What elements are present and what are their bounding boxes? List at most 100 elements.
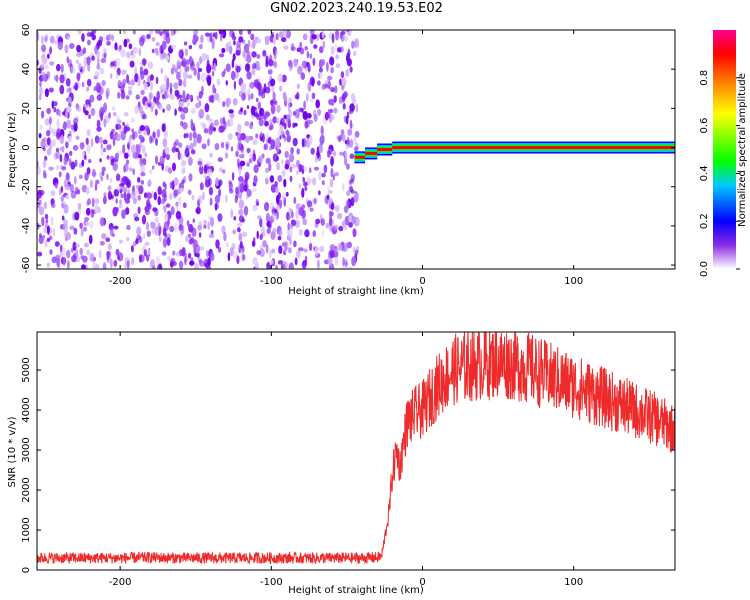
spectrogram-cell [157,186,162,196]
spectrogram-cell [250,33,255,41]
spectrogram-cell [346,58,352,67]
spectrogram-cell [61,202,65,209]
spectrogram-cell [51,100,55,109]
spectrogram-cell [129,60,135,68]
spectrogram-cell [153,191,157,201]
spectrogram-cell [353,146,359,152]
spectrogram-cell [334,256,339,266]
spectrogram-cell [235,150,239,157]
spectrogram-cell [268,126,273,131]
spectrogram-cell [187,94,193,100]
spectrogram-cell [125,159,130,165]
spectrogram-cell [193,138,197,147]
spectrogram-cell [290,163,297,169]
spectrogram-cell [244,178,248,187]
spectrogram-cell [238,199,245,210]
spectrogram-cell [62,111,66,116]
spectrogram-cell [144,205,149,213]
spectrogram-cell [334,85,338,94]
spectrogram-cell [89,220,94,229]
spectrogram-cell [300,72,306,80]
spectrogram-cell [107,243,112,250]
spectrogram-cell [89,31,95,37]
spectrogram-cell [140,171,146,177]
spectrogram-cell [96,85,102,94]
spectrogram-cell [327,184,330,195]
spectrogram-cell [243,184,248,192]
spectrogram-cell [279,124,284,132]
spectrogram-cell [110,159,114,166]
spectrogram-cell [264,120,269,127]
spectrogram-cell [330,167,334,178]
spectrogram-cell [160,199,163,205]
spectrogram-cell [65,78,71,87]
spectrogram-cell [237,222,243,227]
spectrogram-cell [100,148,104,157]
spectrogram-cell [41,56,48,65]
spectrogram-cell [332,174,335,181]
spectrogram-cell [216,97,221,103]
spectrogram-cell [199,246,205,251]
spectrogram-cell [237,158,240,168]
spectrogram-cell [90,208,95,218]
spectrogram-cell [143,130,147,136]
spectrogram-cell [258,155,263,163]
spectrogram-cell [162,181,166,188]
spectrogram-cell [68,96,72,104]
spectrogram-cell [253,112,259,118]
spectrogram-cell [114,42,118,51]
spectrogram-cell [91,110,96,115]
spectrogram-cell [115,198,118,204]
spectrogram-cell [303,138,307,148]
spectrogram-cell [85,207,91,216]
spectrogram-cell [68,135,72,143]
spectrogram-cell [198,232,202,238]
spectrogram-cell [330,46,335,55]
spectrogram-cell [173,189,179,197]
spectrogram-cell [306,51,310,59]
spectrogram-cell [321,172,326,178]
spectrogram-cell [208,186,213,196]
spectrogram-cell [204,103,210,113]
spectrogram-cell [73,227,78,235]
spectrogram-xtick-label: 0 [419,276,425,287]
spectrogram-cell [166,153,170,161]
spectrogram-cell [182,106,189,114]
spectrogram-cell [187,233,192,238]
spectrogram-cell [122,30,127,35]
spectrogram-cell [317,108,321,116]
spectrogram-cell [119,199,122,205]
spectrogram-cell [342,103,346,110]
spectrogram-cell [299,47,305,55]
spectrogram-cell [198,259,203,264]
spectrogram-cell [59,244,63,253]
spectrogram-cell [100,176,104,182]
spectrogram-cell [248,94,251,101]
spectrogram-cell [248,158,253,164]
colorbar-tick-label: 0.2 [699,213,710,229]
spectrogram-cell [233,40,236,46]
spectrogram-cell [307,113,312,119]
spectrogram-cell [116,255,121,261]
spectrogram-cell [326,61,329,72]
spectrogram-cell [103,195,107,205]
spectrogram-cell [122,78,127,86]
spectrogram-cell [159,31,163,36]
spectrogram-xtick-label: -200 [109,276,132,287]
spectrogram-cell [316,33,320,42]
spectrogram-cell [157,263,163,269]
spectrogram-cell [175,147,179,153]
spectrogram-cell [172,162,176,172]
spectrogram-cell [223,231,227,242]
spectrogram-cell [124,125,128,133]
spectrogram-cell [296,83,301,89]
spectrogram-cell [111,128,115,133]
spectrogram-cell [281,74,287,83]
spectrogram-cell [88,114,92,120]
spectrogram-cell [303,100,306,110]
spectrogram-cell [42,169,47,179]
spectrogram-cell [46,137,51,146]
spectrogram-cell [304,229,310,238]
spectrogram-cell [154,108,158,116]
spectrogram-cell [265,86,271,94]
